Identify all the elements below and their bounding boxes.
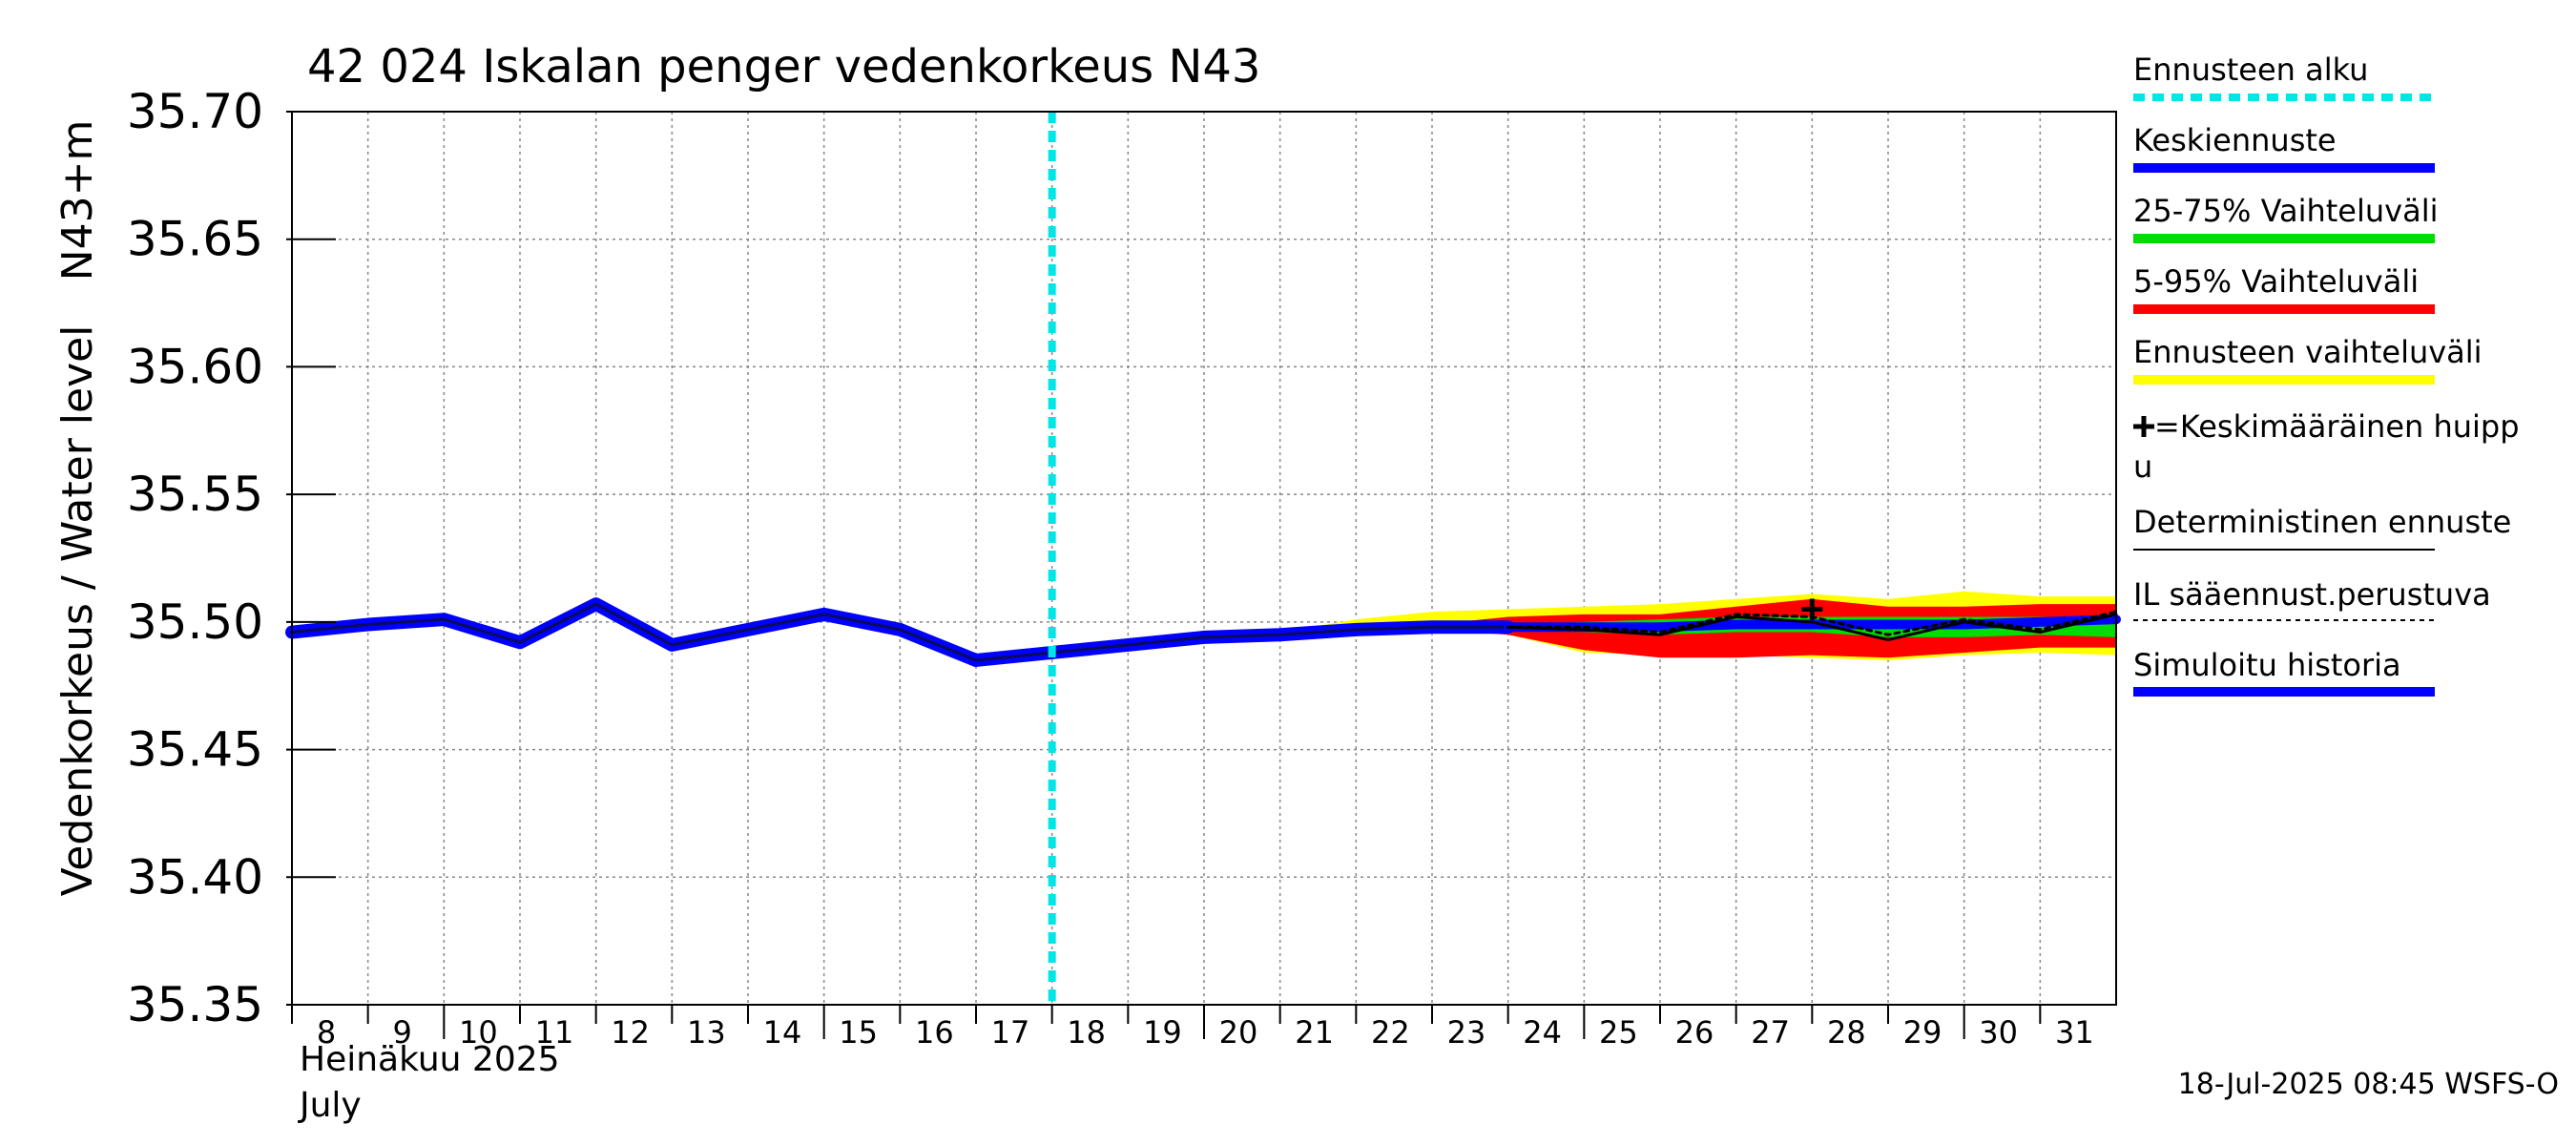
legend-item: Simuloitu historia bbox=[2133, 647, 2435, 697]
y-tick-label: 35.55 bbox=[127, 467, 263, 522]
legend-marker-plus bbox=[2133, 416, 2154, 437]
legend-item: Ennusteen alku bbox=[2133, 52, 2435, 101]
legend-label: IL sääennust.perustuva bbox=[2133, 576, 2491, 613]
y-tick-label: 35.65 bbox=[127, 212, 263, 267]
x-tick-label: 31 bbox=[2055, 1014, 2094, 1051]
legend-item: Keskiennuste bbox=[2133, 122, 2435, 173]
x-tick-label: 10 bbox=[459, 1014, 498, 1051]
legend-label: Keskiennuste bbox=[2133, 122, 2337, 158]
footer-timestamp: 18-Jul-2025 08:45 WSFS-O bbox=[2178, 1068, 2559, 1101]
x-tick-label: 21 bbox=[1295, 1014, 1334, 1051]
x-tick-label: 28 bbox=[1827, 1014, 1866, 1051]
x-tick-label: 24 bbox=[1523, 1014, 1562, 1051]
x-tick-label: 23 bbox=[1447, 1014, 1486, 1051]
legend-label-cont: u bbox=[2133, 448, 2152, 485]
x-tick-label: 12 bbox=[611, 1014, 650, 1051]
x-tick-label: 15 bbox=[839, 1014, 878, 1051]
legend-label: 5-95% Vaihteluväli bbox=[2133, 263, 2419, 300]
x-tick-label: 27 bbox=[1751, 1014, 1790, 1051]
x-tick-labels: 8 9 10 11 12 13 14 15 16 17 18 19 20 21 22 23 24 25 26 27 28… bbox=[317, 1014, 2094, 1051]
y-tick-label: 35.40 bbox=[127, 849, 263, 905]
legend-label: 25-75% Vaihteluväli bbox=[2133, 193, 2438, 229]
mean-peak-marker bbox=[1801, 598, 1823, 620]
y-tick-label: 35.35 bbox=[127, 977, 263, 1032]
y-tick-labels: 35.70 35.65 35.60 35.55 35.50 35.45 35.40 35.35 bbox=[127, 84, 263, 1032]
x-axis-month-en: July bbox=[298, 1086, 362, 1125]
series-lines bbox=[285, 112, 2121, 1005]
x-tick-label: 17 bbox=[991, 1014, 1030, 1051]
y-axis-label: Vedenkorkeus / Water level bbox=[53, 325, 102, 897]
legend-item: 25-75% Vaihteluväli bbox=[2133, 193, 2438, 243]
x-tick-label: 22 bbox=[1371, 1014, 1410, 1051]
x-tick-label: 30 bbox=[1979, 1014, 2018, 1051]
y-tick-label: 35.70 bbox=[127, 84, 263, 139]
legend-item: Deterministinen ennuste bbox=[2133, 504, 2511, 551]
legend-item: 5-95% Vaihteluväli bbox=[2133, 263, 2435, 314]
x-tick-label: 18 bbox=[1067, 1014, 1106, 1051]
simulated-history-core bbox=[290, 602, 1510, 662]
x-tick-label: 29 bbox=[1903, 1014, 1942, 1051]
x-tick-label: 11 bbox=[535, 1014, 574, 1051]
x-tick-label: 14 bbox=[763, 1014, 802, 1051]
legend-label: Ennusteen alku bbox=[2133, 52, 2368, 88]
y-tick-label: 35.45 bbox=[127, 722, 263, 778]
legend-item: IL sääennust.perustuva bbox=[2133, 576, 2491, 621]
x-tick-label: 8 bbox=[317, 1014, 336, 1051]
x-tick-label: 9 bbox=[392, 1014, 411, 1051]
y-tick-label: 35.60 bbox=[127, 339, 263, 394]
y-axis-unit-label: N43+m bbox=[53, 120, 102, 281]
grid bbox=[292, 112, 2116, 1005]
x-tick-label: 13 bbox=[687, 1014, 726, 1051]
legend-item: Ennusteen vaihteluväli bbox=[2133, 334, 2483, 385]
chart-title: 42 024 Iskalan penger vedenkorkeus N43 bbox=[307, 40, 1260, 94]
legend-label: Deterministinen ennuste bbox=[2133, 504, 2511, 540]
x-tick-label: 16 bbox=[915, 1014, 954, 1051]
legend: Ennusteen alku Keskiennuste 25-75% Vaihtel… bbox=[2133, 52, 2520, 697]
x-tick-label: 26 bbox=[1675, 1014, 1714, 1051]
legend-label: Ennusteen vaihteluväli bbox=[2133, 334, 2483, 370]
x-tick-label: 19 bbox=[1143, 1014, 1182, 1051]
axes bbox=[286, 111, 2117, 1039]
x-tick-label: 25 bbox=[1599, 1014, 1638, 1051]
y-tick-label: 35.50 bbox=[127, 594, 263, 650]
x-tick-label: 20 bbox=[1219, 1014, 1258, 1051]
legend-label: Simuloitu historia bbox=[2133, 647, 2401, 683]
x-axis-month-fi: Heinäkuu 2025 bbox=[300, 1040, 560, 1079]
deterministic-forecast-line bbox=[1506, 613, 2118, 642]
legend-label: =Keskimääräinen huipp bbox=[2154, 408, 2520, 445]
mean-forecast-line bbox=[1503, 614, 2121, 633]
